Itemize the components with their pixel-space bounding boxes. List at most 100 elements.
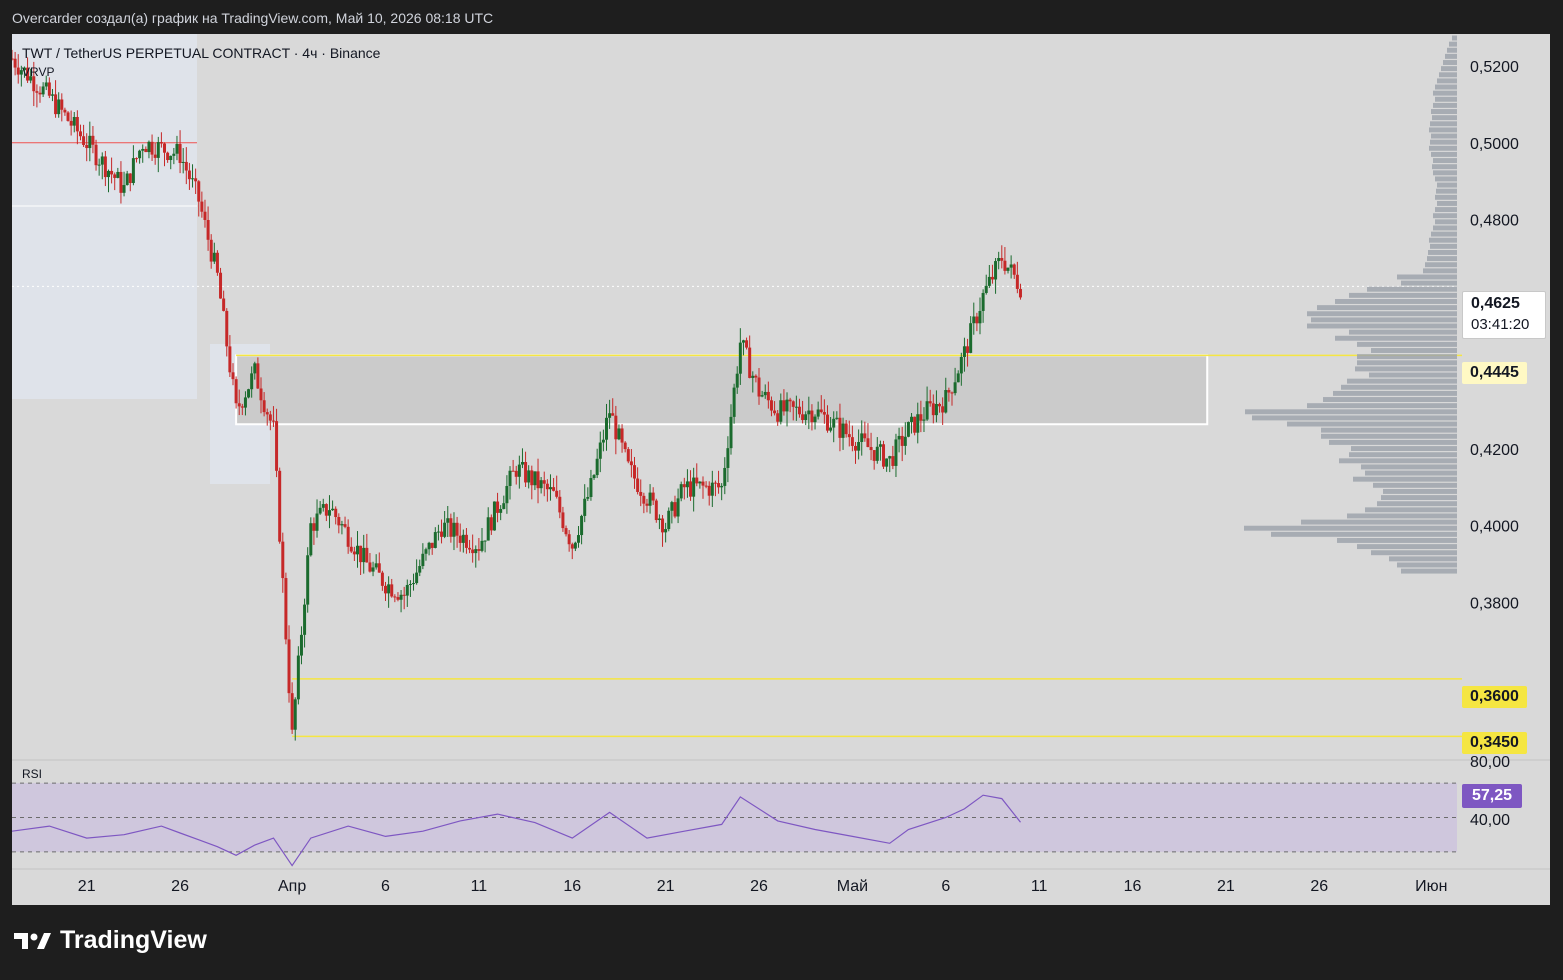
candle-body xyxy=(748,347,752,378)
candle-body xyxy=(810,410,814,423)
volume-profile-bar xyxy=(1397,562,1457,568)
price-axis-label: 0,5200 xyxy=(1470,59,1519,76)
volume-profile-bar xyxy=(1401,280,1457,286)
tradingview-logo-icon xyxy=(14,932,51,949)
chart-frame[interactable]: 0,52000,50000,48000,44000,42000,40000,38… xyxy=(12,34,1550,905)
candle-body xyxy=(564,528,568,535)
candle-body xyxy=(552,487,556,491)
candle-body xyxy=(110,170,114,175)
candle-body xyxy=(604,417,608,440)
candle-body xyxy=(741,340,745,343)
price-axis-label: 0,4200 xyxy=(1470,442,1519,459)
date-axis-label: 21 xyxy=(1217,878,1235,895)
price-axis-label: 0,5000 xyxy=(1470,136,1519,153)
candle-body xyxy=(275,421,279,471)
volume-profile-bar xyxy=(1371,550,1457,556)
candle-body xyxy=(430,542,434,548)
candle-body xyxy=(209,239,213,262)
candle-body xyxy=(163,143,167,153)
candle-body xyxy=(343,524,347,527)
rsi-indicator-label[interactable]: RSI xyxy=(22,767,43,781)
candle-body xyxy=(567,534,571,545)
candle-body xyxy=(903,436,907,446)
candle-body xyxy=(763,391,767,396)
candle-body xyxy=(122,185,126,193)
date-axis-label: 21 xyxy=(657,878,675,895)
candle-body xyxy=(580,515,584,536)
candle-body xyxy=(897,435,901,440)
candle-body xyxy=(175,143,179,154)
candle-body xyxy=(838,417,842,438)
volume-profile-bar xyxy=(1432,115,1457,121)
candle-body xyxy=(608,413,612,418)
price-axis-label: 0,3800 xyxy=(1470,595,1519,612)
candle-body xyxy=(468,547,472,550)
candle-body xyxy=(860,433,864,442)
vrvp-indicator-label[interactable]: VRVP xyxy=(22,65,55,79)
candle-body xyxy=(290,693,294,730)
candle-body xyxy=(443,522,447,537)
price-axis-label: 0,4000 xyxy=(1470,519,1519,536)
candle-body xyxy=(969,323,973,353)
candle-body xyxy=(947,390,951,393)
candle-body xyxy=(405,584,409,596)
candle-body xyxy=(595,458,599,476)
candle-body xyxy=(135,158,139,160)
volume-profile-bar xyxy=(1357,360,1457,366)
candle-body xyxy=(85,144,89,149)
volume-profile-bar xyxy=(1307,323,1457,329)
candle-body xyxy=(542,480,546,484)
candle-body xyxy=(919,414,923,421)
candle-body xyxy=(835,417,839,419)
candle-body xyxy=(720,485,724,488)
candle-body xyxy=(471,549,475,554)
candle-body xyxy=(483,540,487,542)
candle-body xyxy=(822,412,826,415)
candle-body xyxy=(891,456,895,466)
candle-body xyxy=(349,546,353,552)
candle-body xyxy=(994,261,998,280)
candle-body xyxy=(240,406,244,408)
candle-body xyxy=(380,572,384,586)
candle-body xyxy=(527,470,531,483)
candle-body xyxy=(253,363,257,374)
candle-body xyxy=(651,492,655,501)
candle-body xyxy=(359,545,363,563)
volume-profile-bar xyxy=(1439,72,1457,78)
tradingview-brand[interactable]: TradingView xyxy=(14,926,207,955)
candle-body xyxy=(776,413,780,422)
candle-body xyxy=(222,298,226,311)
volume-profile-bar xyxy=(1427,256,1457,262)
date-axis-label: 6 xyxy=(381,878,390,895)
candle-body xyxy=(514,470,518,477)
candle-body xyxy=(346,526,350,547)
candle-body xyxy=(670,502,674,511)
date-axis-label: Апр xyxy=(278,878,306,895)
candle-body xyxy=(412,583,416,585)
price-chart[interactable]: 0,52000,50000,48000,44000,42000,40000,38… xyxy=(12,34,1550,905)
candle-body xyxy=(751,375,755,378)
candle-body xyxy=(614,415,618,440)
candle-body xyxy=(91,135,95,145)
candle-body xyxy=(106,170,110,178)
candle-body xyxy=(178,143,182,163)
date-axis-label: 16 xyxy=(563,878,581,895)
candle-body xyxy=(41,86,45,95)
candle-body xyxy=(617,428,621,440)
candle-body xyxy=(934,403,938,416)
candle-body xyxy=(738,342,742,374)
candle-body xyxy=(480,540,484,551)
candle-body xyxy=(760,395,764,397)
candle-body xyxy=(206,219,210,240)
candle-body xyxy=(296,655,300,700)
candle-body xyxy=(788,399,792,402)
candle-body xyxy=(489,517,493,531)
symbol-title[interactable]: TWT / TetherUS PERPETUAL CONTRACT · 4ч ·… xyxy=(22,45,381,61)
candle-body xyxy=(785,399,789,412)
candle-body xyxy=(421,553,425,567)
volume-profile-bar xyxy=(1373,482,1457,488)
volume-profile-bar xyxy=(1333,390,1457,396)
candle-body xyxy=(461,534,465,543)
candle-body xyxy=(312,523,316,531)
candle-body xyxy=(337,517,341,526)
